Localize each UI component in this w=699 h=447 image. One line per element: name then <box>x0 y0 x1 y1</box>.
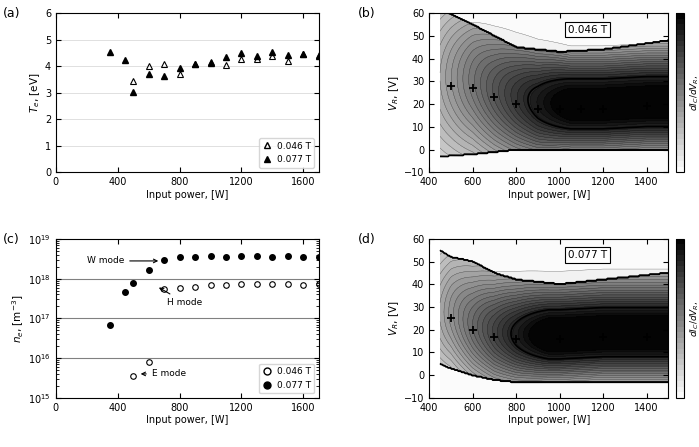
Y-axis label: $T_e$, [eV]: $T_e$, [eV] <box>28 72 42 113</box>
Text: 0.046 T: 0.046 T <box>568 25 607 34</box>
Y-axis label: $V_R$, [V]: $V_R$, [V] <box>387 75 401 110</box>
X-axis label: Input power, [W]: Input power, [W] <box>146 415 229 426</box>
Text: (d): (d) <box>357 232 375 245</box>
Text: 0.077 T: 0.077 T <box>568 250 607 260</box>
X-axis label: Input power, [W]: Input power, [W] <box>507 415 590 426</box>
X-axis label: Input power, [W]: Input power, [W] <box>507 190 590 200</box>
Legend: 0.046 T, 0.077 T: 0.046 T, 0.077 T <box>259 363 315 393</box>
Y-axis label: $n_e$, [m$^{-3}$]: $n_e$, [m$^{-3}$] <box>10 294 26 342</box>
Text: W mode: W mode <box>87 257 157 266</box>
Text: (b): (b) <box>357 7 375 20</box>
Text: (a): (a) <box>3 7 21 20</box>
Text: (c): (c) <box>3 232 20 245</box>
Y-axis label: $dI_C/dV_R$,
[a.u.]: $dI_C/dV_R$, [a.u.] <box>689 300 699 337</box>
Y-axis label: $dI_C/dV_R$,
[a.u.]: $dI_C/dV_R$, [a.u.] <box>689 75 699 111</box>
Text: E mode: E mode <box>142 369 186 379</box>
X-axis label: Input power, [W]: Input power, [W] <box>146 190 229 200</box>
Text: H mode: H mode <box>160 288 203 307</box>
Legend: 0.046 T, 0.077 T: 0.046 T, 0.077 T <box>259 138 315 168</box>
Y-axis label: $V_R$, [V]: $V_R$, [V] <box>387 301 401 336</box>
